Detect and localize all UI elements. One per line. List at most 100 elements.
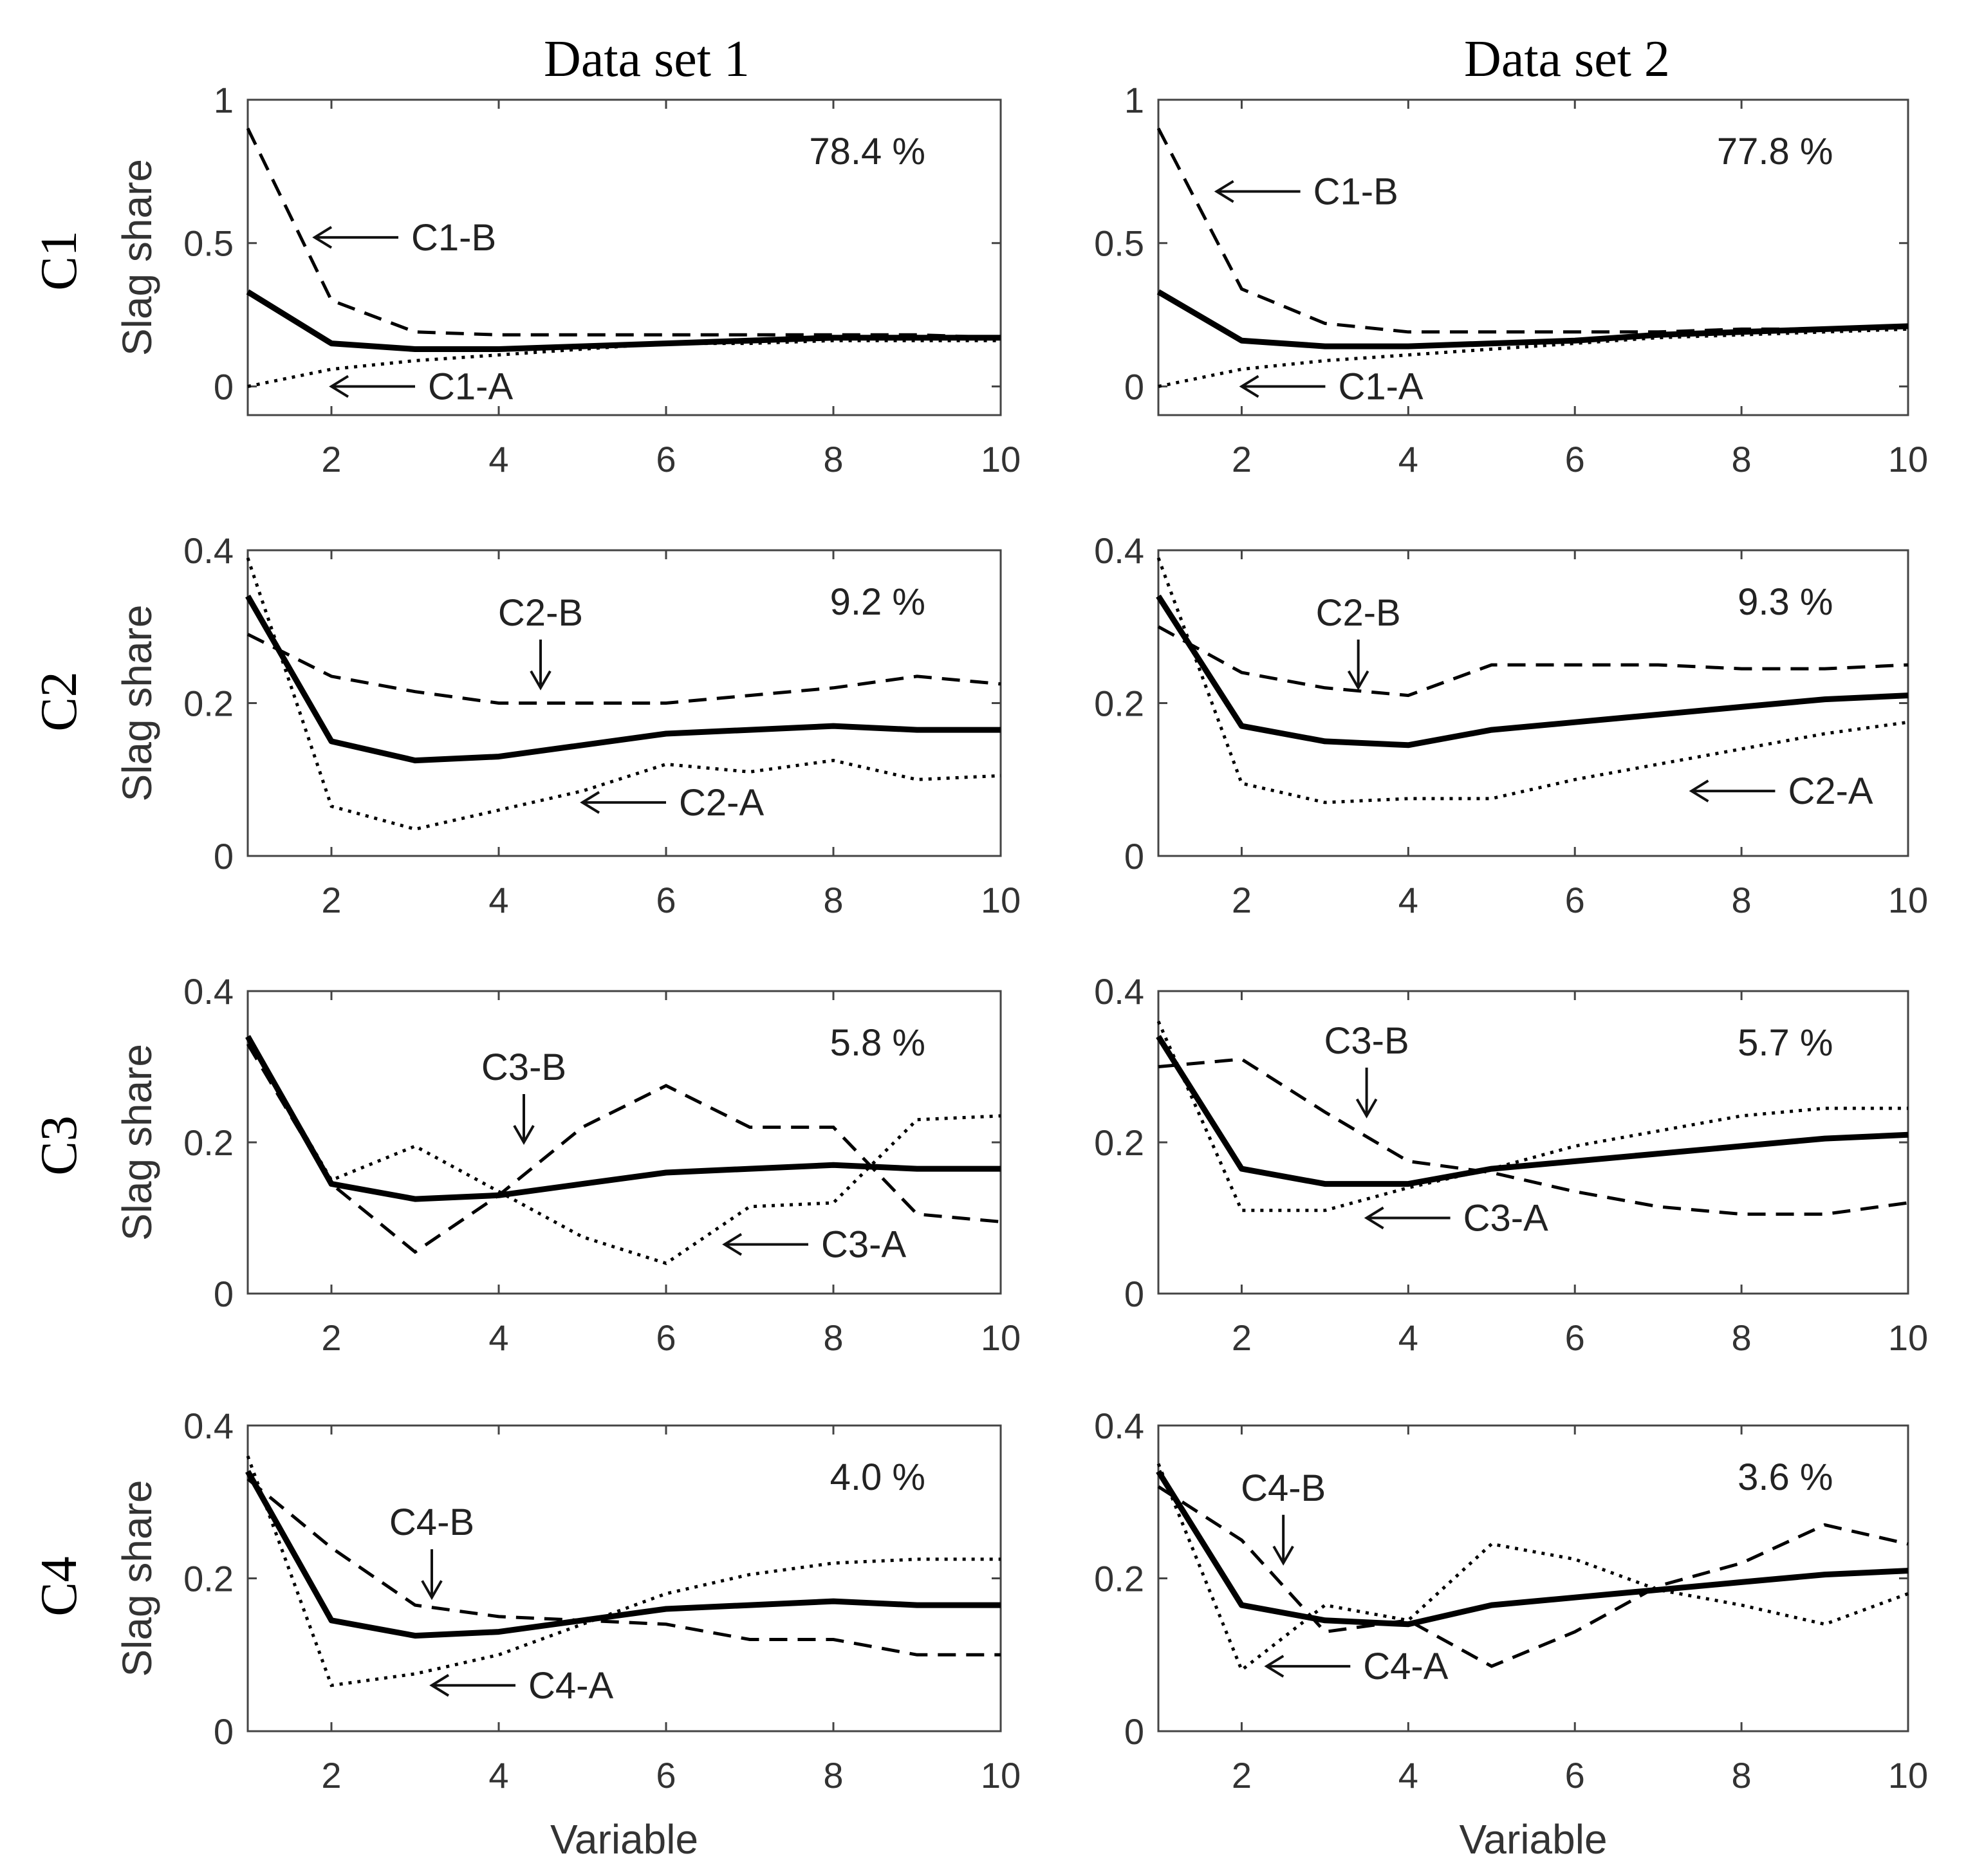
y-tick-label: 0.2 — [183, 1122, 234, 1163]
y-axis-label: Slag share — [114, 605, 160, 802]
panel-c4-ds2: 2 4 6 8 10 0 0.2 0.4 Variable 3.6 % C4-B C4-A — [1094, 1406, 1928, 1862]
panel-c2-ds2: 2 4 6 8 10 0 0.2 0.4 9.3 % C2-B C2-A — [1094, 530, 1928, 920]
annotation-c3-a: C3-A — [1364, 1198, 1548, 1240]
panel-c4-ds1: 2 4 6 8 10 0 0.2 0.4 Slag share Variable 4.0 % C4-B… — [114, 1406, 1021, 1862]
panel-c3-ds1: 2 4 6 8 10 0 0.2 0.4 Slag share 5.8 % C3-B C3-A — [114, 971, 1021, 1358]
column-title-data-set-1: Data set 1 — [544, 31, 750, 88]
annotation-arrow-head — [1347, 670, 1369, 691]
x-tick-label: 10 — [981, 880, 1021, 920]
series-line-c1-b — [246, 127, 1001, 340]
y-tick-label: 0.4 — [183, 971, 234, 1012]
annotation-c2-b: C2-B — [498, 592, 583, 691]
y-tick-label: 0 — [1124, 1711, 1144, 1752]
series-line-c4-a — [1156, 1463, 1909, 1673]
x-tick-label: 8 — [823, 1317, 843, 1358]
y-tick-label: 0 — [214, 366, 234, 407]
annotation-arrow-head — [312, 226, 333, 249]
series-line-mean — [1156, 1469, 1909, 1628]
x-tick-label: 10 — [981, 1755, 1021, 1796]
x-tick-label: 10 — [981, 439, 1021, 479]
x-tick-label: 4 — [1398, 1317, 1418, 1358]
annotation-c1-b: C1-B — [1214, 171, 1398, 213]
annotation-c4-b: C4-B — [389, 1501, 474, 1601]
annotation-arrow-head — [580, 791, 600, 814]
annotation-arrow-head — [1364, 1206, 1384, 1230]
x-tick-label: 8 — [823, 880, 843, 920]
x-tick-label: 2 — [321, 439, 341, 479]
x-tick-label: 2 — [1232, 1755, 1252, 1796]
variance-label: 3.6 % — [1738, 1456, 1833, 1498]
annotation-c3-a: C3-A — [722, 1224, 906, 1266]
y-tick-label: 0.4 — [183, 1406, 234, 1446]
annotation-label: C1-A — [428, 366, 513, 407]
series-line-c4-b — [1157, 1485, 1909, 1668]
y-tick-label: 0.4 — [1094, 530, 1144, 571]
series-line-c4-a — [246, 1455, 1001, 1687]
row-label-c2: C2 — [31, 671, 88, 731]
annotation-label: C1-B — [411, 217, 496, 259]
annotation-arrow-head — [1689, 779, 1709, 803]
annotation-arrow-head — [1264, 1655, 1284, 1678]
annotation-arrow-head — [1239, 375, 1259, 398]
annotation-label: C3-A — [821, 1224, 906, 1266]
y-tick-label: 0.2 — [1094, 1559, 1144, 1599]
y-tick-label: 0.5 — [1094, 223, 1144, 264]
annotation-c2-a: C2-A — [1689, 770, 1873, 812]
x-tick-label: 2 — [1232, 1317, 1252, 1358]
y-tick-label: 0 — [1124, 1274, 1144, 1314]
series-line-c4-b — [246, 1478, 1001, 1657]
series-line-c3-b — [246, 1043, 1001, 1254]
x-axis-label: Variable — [550, 1816, 698, 1862]
series-line-mean — [245, 1470, 1001, 1639]
variance-label: 4.0 % — [830, 1456, 925, 1498]
annotation-c3-b: C3-B — [1324, 1020, 1409, 1119]
annotation-arrow-head — [1355, 1098, 1378, 1119]
series-line-mean — [245, 1035, 1001, 1202]
y-tick-label: 0.2 — [183, 1559, 234, 1599]
annotation-label: C4-B — [389, 1501, 474, 1543]
x-tick-label: 6 — [656, 1317, 676, 1358]
annotation-label: C4-B — [1241, 1467, 1326, 1509]
annotation-c1-a: C1-A — [1239, 366, 1423, 407]
y-tick-label: 0.5 — [183, 223, 234, 264]
annotation-c1-b: C1-B — [312, 217, 496, 259]
x-tick-label: 10 — [981, 1317, 1021, 1358]
x-tick-label: 4 — [488, 1317, 508, 1358]
x-tick-label: 6 — [656, 880, 676, 920]
axes-frame — [246, 98, 1002, 416]
column-title-data-set-2: Data set 2 — [1464, 31, 1670, 88]
annotation-arrow-head — [513, 1125, 535, 1146]
y-axis-label: Slag share — [114, 159, 160, 356]
y-axis-label: Slag share — [114, 1480, 160, 1677]
row-label-c1: C1 — [31, 230, 88, 290]
x-tick-label: 10 — [1888, 1755, 1928, 1796]
annotation-label: C2-A — [679, 782, 764, 824]
series-line-mean — [245, 595, 1001, 764]
annotation-c4-a: C4-A — [429, 1665, 613, 1707]
x-tick-label: 2 — [1232, 880, 1252, 920]
series-line-c2-b — [246, 633, 1001, 705]
x-tick-label: 6 — [1565, 439, 1585, 479]
x-tick-label: 8 — [1732, 1317, 1752, 1358]
annotation-label: C2-A — [1788, 770, 1873, 812]
y-tick-label: 1 — [1124, 80, 1144, 120]
annotation-label: C3-B — [481, 1046, 566, 1088]
series-line-c1-a — [247, 339, 1001, 388]
panel-c1-ds2: 2 4 6 8 10 0 0.5 1 77.8 % C1-B C1-A — [1094, 80, 1928, 479]
panel-c3-ds2: 2 4 6 8 10 0 0.2 0.4 5.7 % C3-B C3-A — [1094, 971, 1928, 1358]
x-tick-label: 2 — [321, 1755, 341, 1796]
y-tick-label: 0.2 — [183, 683, 234, 724]
x-tick-label: 2 — [321, 880, 341, 920]
annotation-label: C3-B — [1324, 1020, 1409, 1062]
row-label-c3: C3 — [31, 1115, 88, 1175]
y-tick-label: 0 — [1124, 836, 1144, 877]
x-tick-label: 10 — [1888, 1317, 1928, 1358]
y-tick-label: 1 — [214, 80, 234, 120]
x-tick-label: 4 — [488, 439, 508, 479]
panel-c2-ds1: 2 4 6 8 10 0 0.2 0.4 Slag share 9.2 % C2-B C2-A — [114, 530, 1021, 920]
x-tick-label: 2 — [1232, 439, 1252, 479]
annotation-c3-b: C3-B — [481, 1046, 566, 1146]
series-line-c3-b — [1158, 1057, 1909, 1216]
